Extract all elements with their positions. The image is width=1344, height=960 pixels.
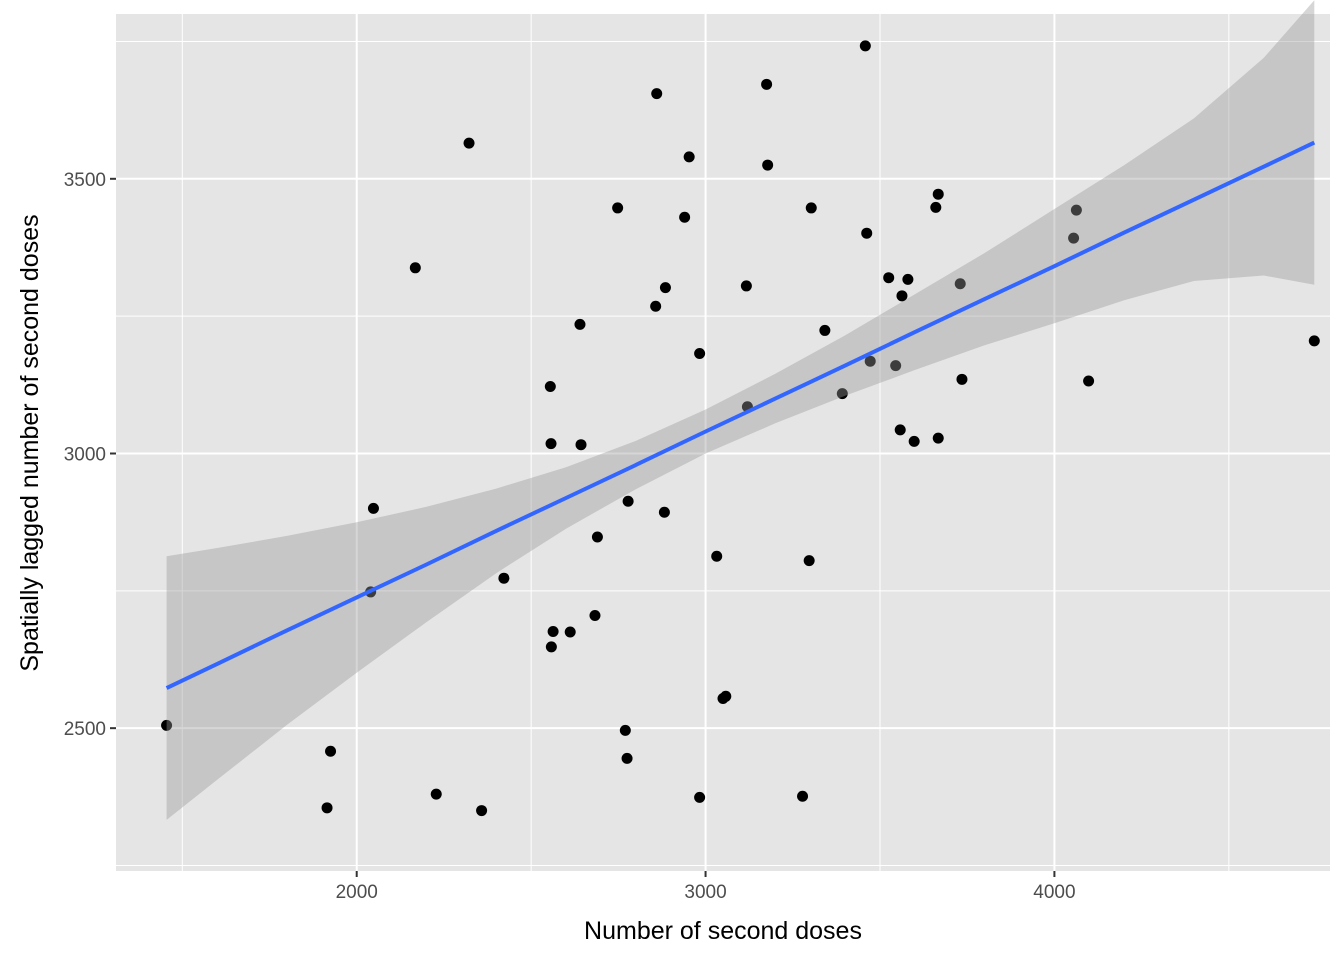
- data-point: [591, 531, 603, 543]
- y-tick-label: 3000: [64, 444, 106, 465]
- data-point: [621, 752, 633, 764]
- data-point: [161, 719, 173, 731]
- data-point: [932, 188, 944, 200]
- data-point: [864, 355, 876, 367]
- data-point: [430, 788, 442, 800]
- data-point: [694, 348, 706, 360]
- data-point: [564, 626, 576, 638]
- data-point: [651, 88, 663, 100]
- data-point: [463, 137, 475, 149]
- data-point: [650, 300, 662, 312]
- data-point: [683, 151, 695, 163]
- data-point: [545, 641, 557, 653]
- data-point: [740, 280, 752, 292]
- x-tick-label: 2000: [336, 882, 378, 903]
- data-point: [836, 388, 848, 400]
- data-point: [797, 790, 809, 802]
- data-point: [476, 805, 488, 817]
- data-point: [805, 202, 817, 214]
- data-point: [908, 435, 920, 447]
- data-point: [954, 278, 966, 290]
- data-point: [409, 262, 421, 274]
- data-point: [658, 506, 670, 518]
- y-tick-label: 3500: [64, 170, 106, 191]
- data-point: [612, 202, 624, 214]
- x-axis-title: Number of second doses: [584, 917, 862, 945]
- data-point: [325, 745, 337, 757]
- data-point: [1068, 232, 1080, 244]
- x-axis-ticks: 2000 3000 4000: [336, 871, 1076, 903]
- minor-gridlines: [116, 14, 1330, 871]
- data-point: [574, 318, 586, 330]
- y-axis-ticks: 2500 3000 3500: [64, 170, 116, 740]
- data-point: [890, 360, 902, 372]
- data-point: [883, 272, 895, 284]
- data-point: [819, 324, 831, 336]
- confidence-ribbon: [166, 0, 1315, 820]
- data-point: [1083, 375, 1095, 387]
- data-point: [367, 502, 379, 514]
- data-point: [679, 211, 691, 223]
- data-point: [902, 273, 914, 285]
- data-point: [956, 373, 968, 385]
- data-point: [761, 78, 773, 90]
- data-point: [589, 610, 601, 622]
- data-point: [547, 625, 559, 637]
- regression-line: [165, 140, 1316, 690]
- data-point: [720, 690, 732, 702]
- data-point: [321, 802, 333, 814]
- data-point: [694, 791, 706, 803]
- data-point: [622, 495, 634, 507]
- data-point: [659, 282, 671, 294]
- y-tick-label: 2500: [64, 719, 106, 740]
- x-tick-label: 3000: [684, 882, 726, 903]
- data-point: [545, 438, 557, 450]
- data-point: [896, 290, 908, 302]
- data-point: [803, 555, 815, 567]
- data-point: [930, 201, 942, 213]
- data-point: [932, 432, 944, 444]
- data-point: [619, 724, 631, 736]
- data-point: [1070, 204, 1082, 216]
- data-point: [544, 380, 556, 392]
- data-point: [861, 227, 873, 239]
- data-point: [1308, 335, 1320, 347]
- data-point: [575, 439, 587, 451]
- data-point: [498, 572, 510, 584]
- data-point: [762, 159, 774, 171]
- major-gridlines: [116, 14, 1330, 871]
- data-point: [894, 424, 906, 436]
- data-point: [711, 550, 723, 562]
- x-tick-label: 4000: [1033, 882, 1075, 903]
- data-point: [859, 40, 871, 52]
- y-axis-title: Spatially lagged number of second doses: [16, 214, 44, 671]
